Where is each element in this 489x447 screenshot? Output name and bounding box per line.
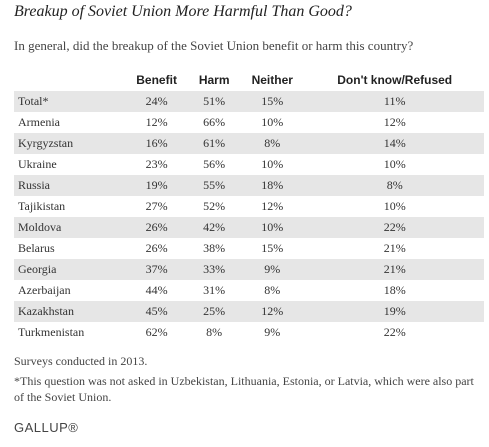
row-label: Russia xyxy=(14,175,124,196)
cell: 25% xyxy=(189,301,240,322)
cell: 12% xyxy=(239,301,306,322)
table-row: Russia 19% 55% 18% 8% xyxy=(14,175,484,196)
cell: 18% xyxy=(239,175,306,196)
cell: 8% xyxy=(189,322,240,343)
cell: 31% xyxy=(189,280,240,301)
column-header: Harm xyxy=(198,73,230,87)
cell: 22% xyxy=(305,322,484,343)
table-row: Turkmenistan 62% 8% 9% 22% xyxy=(14,322,484,343)
cell: 26% xyxy=(124,217,190,238)
cell: 45% xyxy=(124,301,190,322)
row-label: Turkmenistan xyxy=(14,322,124,343)
row-label: Georgia xyxy=(14,259,124,280)
cell: 33% xyxy=(189,259,240,280)
row-label: Ukraine xyxy=(14,154,124,175)
cell: 12% xyxy=(239,196,306,217)
cell: 15% xyxy=(239,91,306,112)
column-header: Neither xyxy=(251,73,293,87)
cell: 12% xyxy=(305,112,484,133)
row-label: Kyrgyzstan xyxy=(14,133,124,154)
cell: 62% xyxy=(124,322,190,343)
header-row: Benefit Harm Neither Don't know/Refused xyxy=(14,69,484,91)
cell: 18% xyxy=(305,280,484,301)
cell: 66% xyxy=(189,112,240,133)
cell: 10% xyxy=(305,196,484,217)
cell: 9% xyxy=(239,259,306,280)
corner-cell xyxy=(14,69,124,91)
cell: 21% xyxy=(305,259,484,280)
row-label: Moldova xyxy=(14,217,124,238)
table-row: Tajikistan 27% 52% 12% 10% xyxy=(14,196,484,217)
cell: 12% xyxy=(124,112,190,133)
table-row: Kyrgyzstan 16% 61% 8% 14% xyxy=(14,133,484,154)
cell: 38% xyxy=(189,238,240,259)
cell: 37% xyxy=(124,259,190,280)
footnote: Surveys conducted in 2013. xyxy=(14,354,148,368)
cell: 19% xyxy=(124,175,190,196)
cell: 15% xyxy=(239,238,306,259)
cell: 9% xyxy=(239,322,306,343)
cell: 19% xyxy=(305,301,484,322)
row-label: Belarus xyxy=(14,238,124,259)
row-label: Kazakhstan xyxy=(14,301,124,322)
column-header: Benefit xyxy=(136,73,177,87)
cell: 10% xyxy=(305,154,484,175)
cell: 56% xyxy=(189,154,240,175)
cell: 51% xyxy=(189,91,240,112)
row-label: Total* xyxy=(14,91,124,112)
cell: 27% xyxy=(124,196,190,217)
cell: 61% xyxy=(189,133,240,154)
table-row: Ukraine 23% 56% 10% 10% xyxy=(14,154,484,175)
cell: 10% xyxy=(239,154,306,175)
cell: 26% xyxy=(124,238,190,259)
cell: 16% xyxy=(124,133,190,154)
cell: 10% xyxy=(239,217,306,238)
table-row: Total* 24% 51% 15% 11% xyxy=(14,91,484,112)
cell: 23% xyxy=(124,154,190,175)
cell: 22% xyxy=(305,217,484,238)
cell: 8% xyxy=(239,280,306,301)
row-label: Azerbaijan xyxy=(14,280,124,301)
title: Breakup of Soviet Union More Harmful Tha… xyxy=(14,3,352,20)
row-label: Armenia xyxy=(14,112,124,133)
cell: 11% xyxy=(305,91,484,112)
table-row: Azerbaijan 44% 31% 8% 18% xyxy=(14,280,484,301)
table: Benefit Harm Neither Don't know/Refused Tot… xyxy=(14,69,484,343)
row-label: Tajikistan xyxy=(14,196,124,217)
table-row: Armenia 12% 66% 10% 12% xyxy=(14,112,484,133)
table-body: Total* 24% 51% 15% 11% Armenia 12% 66% 10% 12% Kyr… xyxy=(14,91,484,343)
cell: 52% xyxy=(189,196,240,217)
cell: 10% xyxy=(239,112,306,133)
cell: 55% xyxy=(189,175,240,196)
cell: 24% xyxy=(124,91,190,112)
cell: 42% xyxy=(189,217,240,238)
column-header: Don't know/Refused xyxy=(337,73,453,87)
table-row: Kazakhstan 45% 25% 12% 19% xyxy=(14,301,484,322)
table-row: Georgia 37% 33% 9% 21% xyxy=(14,259,484,280)
cell: 14% xyxy=(305,133,484,154)
cell: 21% xyxy=(305,238,484,259)
cell: 44% xyxy=(124,280,190,301)
subtitle: In general, did the breakup of the Sovie… xyxy=(14,38,414,53)
table-row: Moldova 26% 42% 10% 22% xyxy=(14,217,484,238)
cell: 8% xyxy=(305,175,484,196)
footnote: *This question was not asked in Uzbekist… xyxy=(14,374,474,404)
table-row: Belarus 26% 38% 15% 21% xyxy=(14,238,484,259)
cell: 8% xyxy=(239,133,306,154)
brand-logo: GALLUP® xyxy=(14,420,79,435)
